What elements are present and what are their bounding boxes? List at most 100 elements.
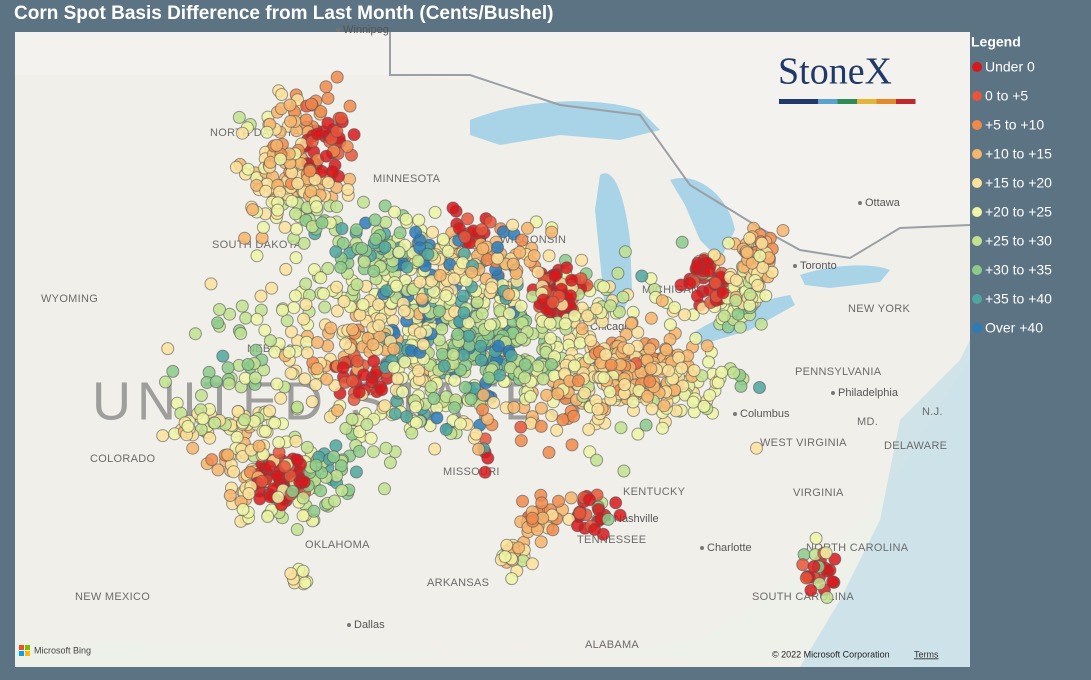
station-dot	[437, 359, 451, 373]
station-dot	[505, 572, 519, 586]
state-label: N.J.	[922, 406, 943, 418]
station-dot	[458, 230, 472, 244]
station-dot	[416, 338, 430, 351]
station-dot	[546, 523, 560, 537]
station-dot	[339, 421, 353, 435]
station-dot	[568, 309, 582, 323]
station-dot	[597, 371, 611, 385]
station-dot	[446, 201, 460, 215]
provider: Microsoft Bing	[34, 645, 91, 655]
station-dot	[387, 342, 401, 356]
station-dot	[717, 309, 731, 323]
station-dot	[310, 127, 324, 141]
station-dot	[238, 231, 252, 245]
station-dot	[552, 494, 565, 508]
station-dot	[296, 491, 310, 505]
station-dot	[514, 420, 528, 434]
station-dot	[186, 441, 200, 455]
station-dot	[350, 278, 364, 291]
city-marker	[793, 264, 797, 268]
station-dot	[291, 177, 305, 190]
station-dot	[321, 116, 335, 130]
station-dot	[232, 110, 246, 124]
state-label: NEW YORK	[848, 303, 910, 315]
state-label: COLORADO	[90, 453, 155, 465]
station-dot	[367, 264, 381, 278]
station-dot	[478, 465, 492, 479]
station-dot	[743, 288, 757, 301]
legend-label: +35 to +40	[985, 291, 1052, 307]
station-dot	[590, 453, 604, 467]
legend-swatch	[972, 62, 982, 72]
city-label: Philadelphia	[838, 387, 899, 399]
station-dot	[203, 431, 217, 445]
station-dot	[645, 402, 659, 416]
station-dot	[284, 567, 298, 580]
station-dot	[223, 489, 237, 502]
station-dot	[366, 445, 380, 459]
station-dot	[393, 226, 407, 240]
station-dot	[309, 378, 323, 392]
station-dot	[458, 380, 472, 394]
station-dot	[379, 215, 393, 229]
logo-bar	[779, 99, 916, 104]
station-dot	[289, 207, 302, 221]
station-dot	[378, 199, 392, 213]
station-dot	[683, 276, 697, 290]
station-dot	[310, 200, 324, 214]
atlantic	[800, 340, 970, 667]
station-dot	[340, 140, 354, 154]
station-dot	[271, 203, 285, 217]
legend-swatch	[972, 265, 982, 275]
station-dot	[697, 399, 711, 413]
station-dot	[287, 301, 301, 315]
station-dot	[643, 342, 657, 356]
station-dot	[360, 418, 374, 431]
station-dot	[618, 378, 632, 392]
station-dot	[588, 523, 602, 536]
legend-label: +20 to +25	[985, 204, 1052, 220]
station-dot	[729, 294, 743, 307]
station-dot	[496, 225, 510, 239]
station-dot	[289, 251, 303, 265]
station-dot	[796, 558, 810, 572]
station-dot	[330, 200, 344, 214]
station-dot	[274, 391, 288, 405]
station-dot	[614, 421, 628, 435]
station-dot	[611, 266, 625, 280]
station-dot	[318, 300, 332, 314]
station-dot	[609, 496, 623, 510]
station-dot	[241, 358, 255, 371]
logo-bar-segment	[818, 99, 838, 104]
city-label: Dallas	[354, 619, 385, 631]
station-dot	[513, 245, 527, 259]
legend-title: Legend	[971, 34, 1021, 50]
canada	[15, 32, 970, 260]
station-dot	[430, 411, 444, 425]
state-label: MD.	[857, 416, 878, 428]
station-dot	[603, 299, 617, 313]
station-dot	[716, 286, 730, 300]
station-dot	[483, 318, 497, 332]
station-dot	[616, 290, 630, 304]
station-dot	[334, 260, 348, 274]
station-dot	[378, 482, 391, 496]
station-dot	[252, 439, 266, 453]
station-dot	[314, 484, 328, 498]
station-dot	[578, 386, 592, 400]
city-marker	[336, 28, 340, 32]
station-dot	[188, 327, 202, 341]
city-marker	[831, 391, 835, 395]
station-dot	[469, 427, 483, 441]
station-dot	[750, 441, 763, 455]
station-dot	[297, 312, 311, 326]
station-dot	[388, 407, 402, 421]
station-dot	[807, 560, 821, 574]
station-dot	[481, 451, 495, 465]
terms-link[interactable]: Terms	[914, 649, 939, 659]
station-dot	[447, 272, 461, 286]
station-dot	[258, 323, 272, 337]
state-label: SOUTH CAROLINA	[752, 591, 854, 603]
station-dot	[324, 321, 338, 335]
station-dot	[686, 395, 700, 409]
